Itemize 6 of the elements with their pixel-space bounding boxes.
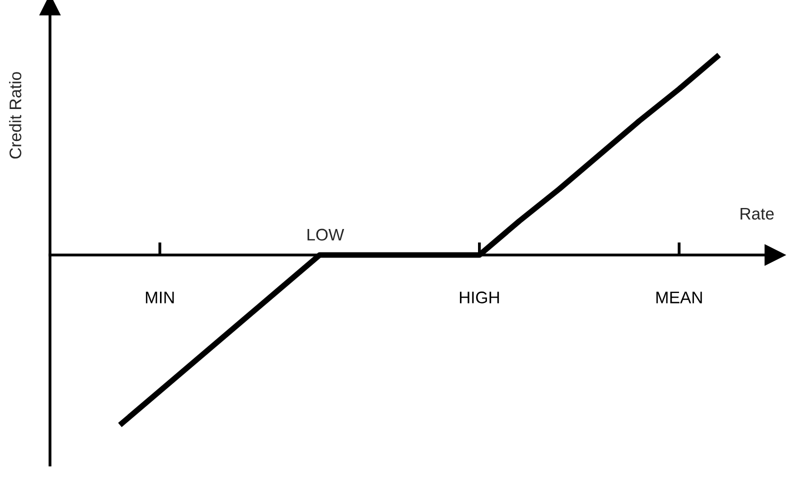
- x-tick-label: HIGH: [460, 292, 499, 304]
- x-tick-label: MEAN: [656, 292, 702, 304]
- annotation: LOW: [308, 228, 344, 241]
- x-axis-title: Rate: [740, 208, 774, 220]
- y-axis-title: Credit Ratio: [9, 72, 22, 159]
- x-tick-label: MIN: [146, 292, 174, 304]
